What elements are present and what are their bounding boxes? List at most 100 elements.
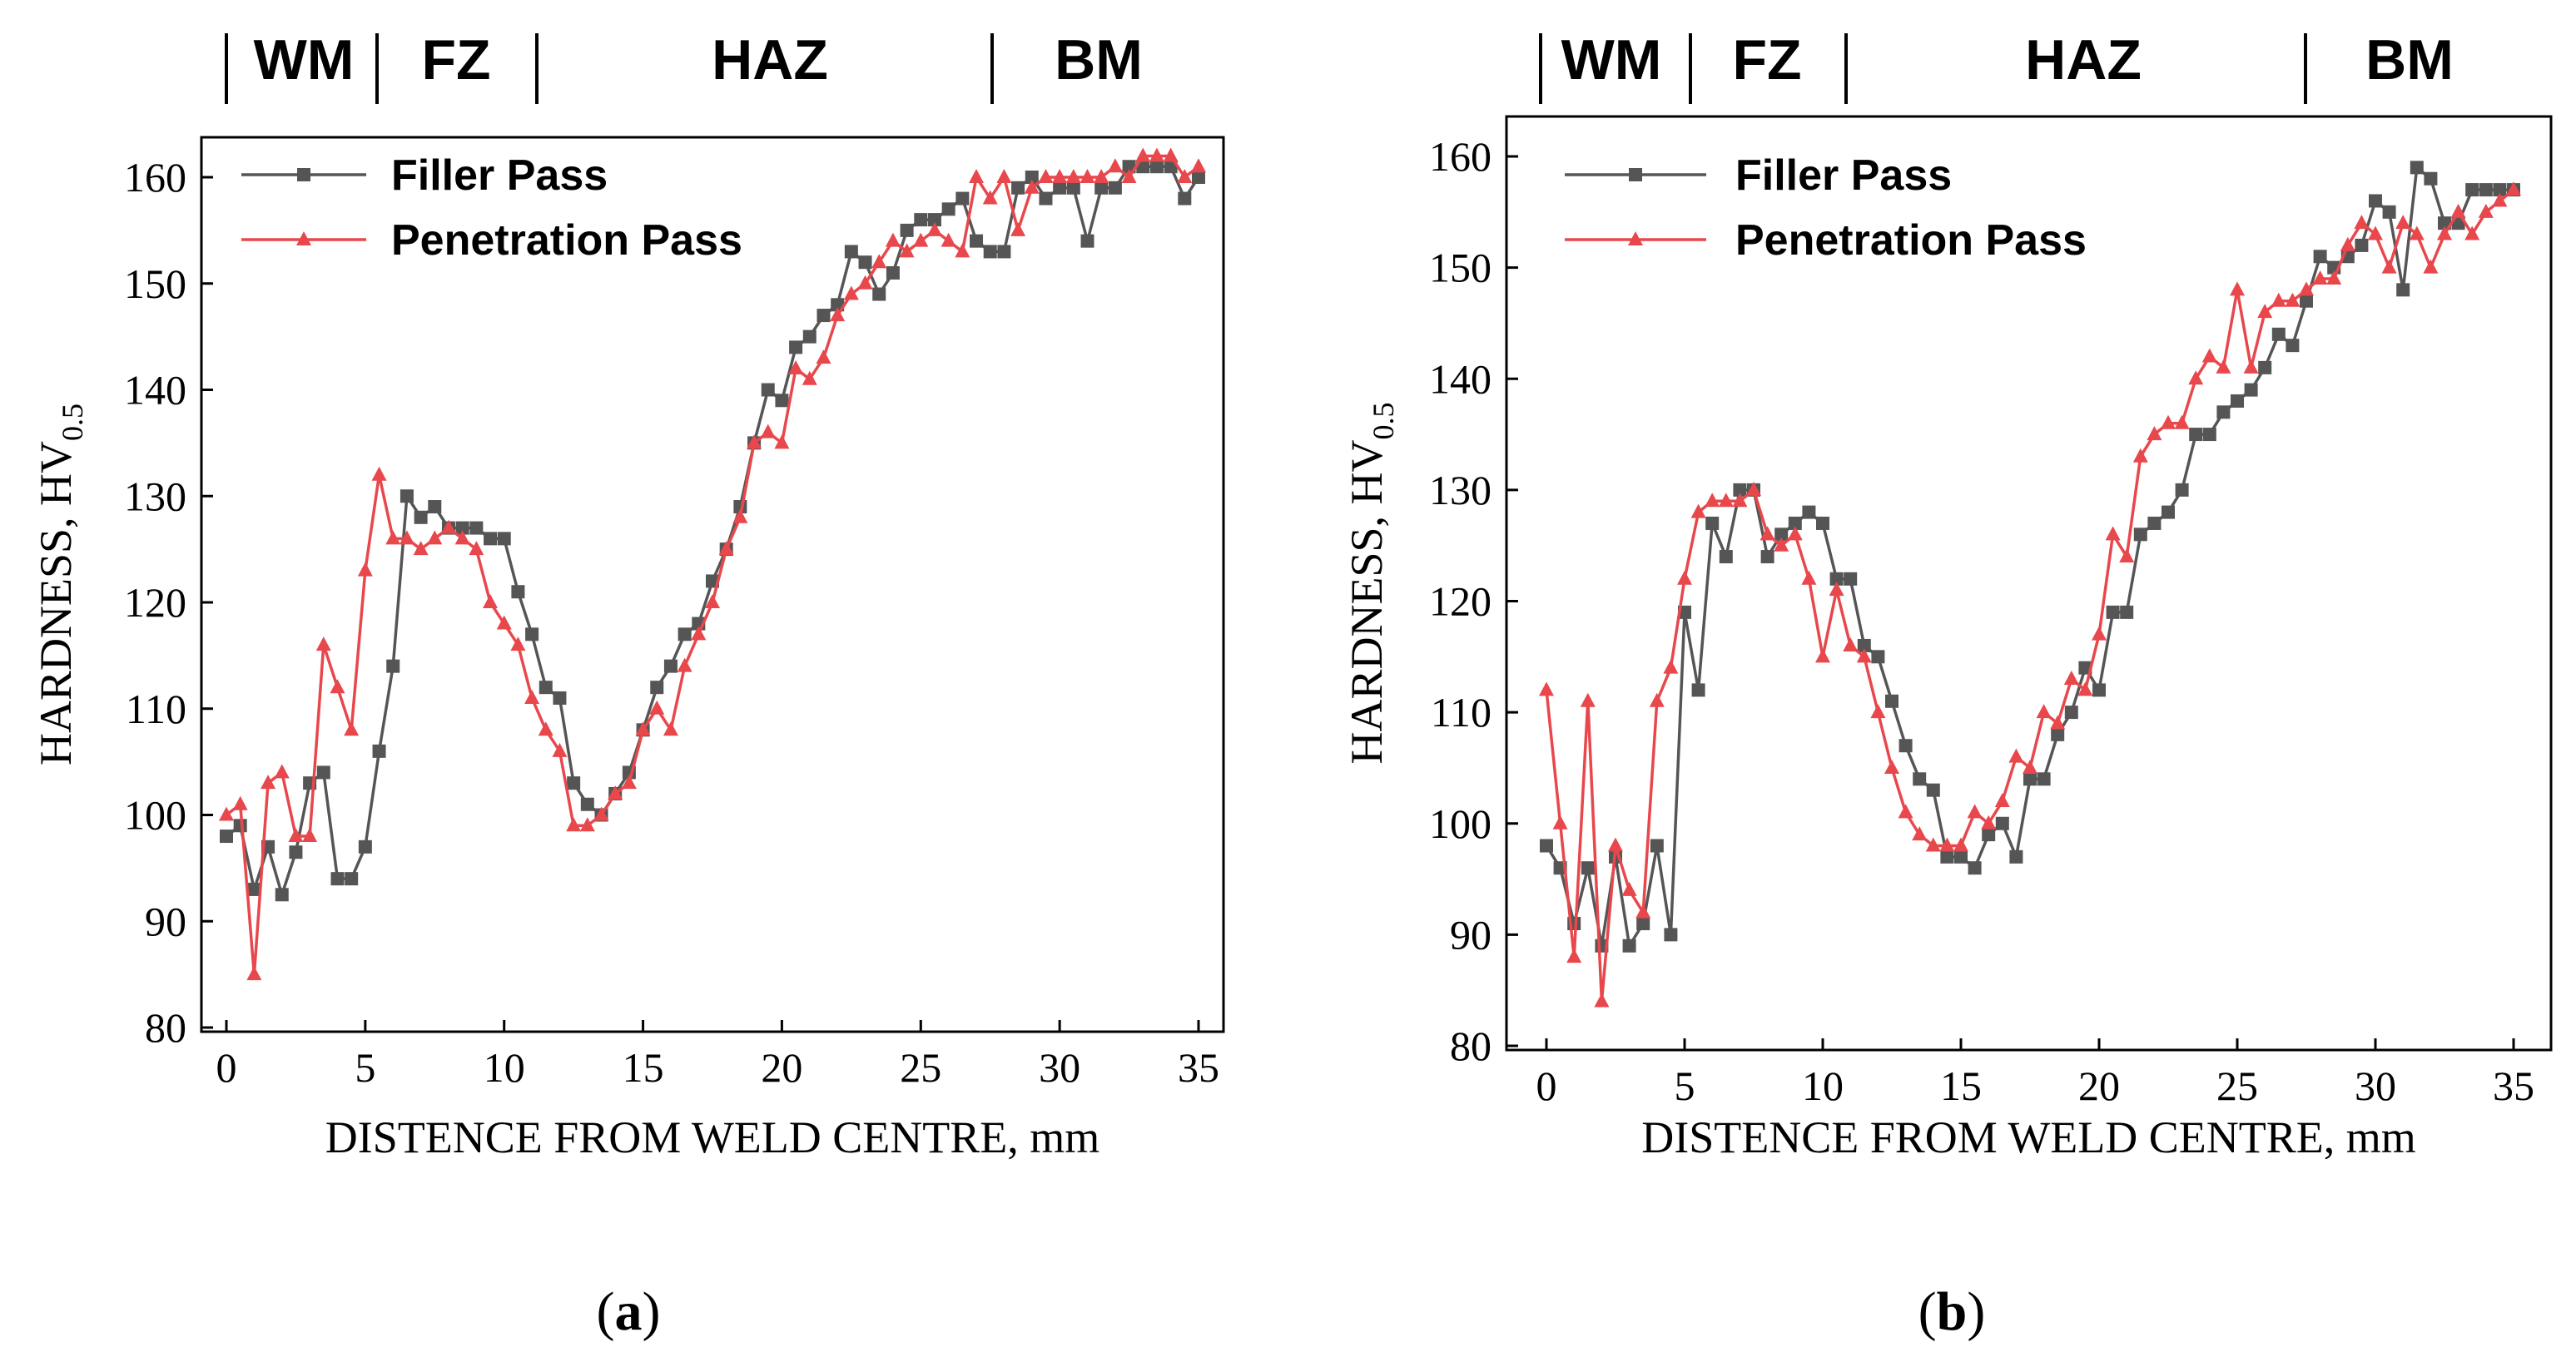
data-point: [247, 882, 261, 896]
y-tick-label: 120: [1429, 578, 1491, 625]
data-point: [2147, 426, 2162, 441]
data-point: [955, 243, 970, 258]
data-point: [579, 817, 595, 832]
data-point: [2258, 360, 2272, 374]
data-point: [2230, 281, 2245, 296]
data-point: [802, 329, 816, 344]
data-point: [732, 508, 748, 523]
data-point: [455, 521, 469, 535]
data-point: [1925, 837, 1941, 852]
data-point: [913, 232, 929, 247]
data-point: [1815, 648, 1830, 663]
data-point: [1719, 550, 1733, 564]
data-point: [2092, 683, 2106, 697]
series-filler-pass: [1540, 161, 2520, 953]
data-point: [927, 213, 941, 227]
data-point: [1135, 147, 1151, 162]
x-tick-label: 10: [484, 1044, 525, 1091]
data-point: [1733, 483, 1747, 497]
data-point: [2354, 215, 2370, 230]
data-point: [1954, 849, 1968, 864]
y-tick-label: 90: [1450, 911, 1491, 958]
data-point: [788, 359, 804, 374]
y-tick-label: 150: [124, 260, 186, 307]
data-point: [2340, 236, 2355, 251]
series-penetration-pass: [1539, 181, 2521, 1008]
data-point: [2464, 225, 2480, 240]
series-line: [1545, 188, 2515, 1003]
data-point: [2286, 339, 2300, 353]
data-point: [1968, 861, 1982, 875]
data-point: [802, 370, 817, 385]
data-point: [288, 828, 304, 843]
data-point: [2423, 259, 2439, 274]
data-point: [1760, 550, 1774, 564]
data-point: [1829, 572, 1844, 586]
data-point: [900, 223, 914, 237]
data-point: [510, 636, 526, 651]
data-point: [1939, 837, 1955, 852]
zone-label-fz: FZ: [421, 28, 490, 92]
data-point: [970, 234, 984, 248]
data-point: [1995, 816, 2009, 830]
data-point: [941, 232, 956, 247]
data-point: [760, 423, 776, 438]
data-point: [1926, 783, 1940, 797]
data-point: [2382, 205, 2396, 219]
data-point: [1038, 169, 1054, 183]
data-point: [2050, 715, 2066, 730]
data-point: [2092, 626, 2107, 641]
data-point: [969, 169, 985, 183]
data-point: [2257, 304, 2273, 319]
data-point: [538, 721, 553, 736]
data-point: [1107, 158, 1123, 173]
data-point: [1094, 181, 1109, 195]
data-point: [691, 626, 707, 641]
y-axis-title: HARDNESS, HV0.5: [1342, 402, 1400, 764]
zone-label-bm: BM: [2365, 28, 2454, 92]
data-point: [400, 489, 414, 503]
data-point: [2036, 704, 2052, 719]
y-tick-label: 130: [1429, 467, 1491, 513]
data-point: [2133, 527, 2147, 542]
data-point: [315, 636, 331, 651]
data-point: [2064, 706, 2078, 720]
data-point: [1581, 861, 1595, 875]
data-point: [1870, 704, 1886, 719]
data-point: [2243, 359, 2259, 374]
data-point: [593, 806, 609, 821]
data-point: [844, 245, 858, 259]
data-point: [2175, 483, 2189, 497]
x-tick-label: 15: [623, 1044, 664, 1091]
data-point: [1691, 683, 1705, 697]
data-point: [677, 657, 692, 672]
data-point: [996, 169, 1012, 183]
data-point: [1774, 537, 1789, 552]
data-point: [2023, 772, 2037, 786]
data-point: [345, 872, 359, 886]
panel-label: (b): [1918, 1281, 1986, 1342]
data-point: [580, 797, 594, 811]
data-point: [330, 679, 345, 694]
data-point: [983, 245, 997, 259]
data-point: [2132, 448, 2148, 463]
data-point: [357, 562, 373, 577]
data-point: [705, 594, 720, 608]
data-point: [914, 213, 928, 227]
data-point: [1080, 234, 1094, 248]
y-tick-label: 110: [126, 686, 186, 732]
data-point: [552, 742, 568, 757]
x-tick-label: 25: [900, 1044, 941, 1091]
data-point: [2244, 383, 2258, 397]
data-point: [427, 530, 443, 545]
data-point: [2437, 225, 2452, 240]
zone-label-fz: FZ: [1732, 28, 1801, 92]
data-point: [1094, 169, 1109, 183]
panel-label: (a): [597, 1281, 661, 1342]
data-point: [2326, 270, 2342, 285]
data-point: [2493, 183, 2507, 197]
data-point: [2506, 181, 2521, 196]
data-point: [1149, 160, 1164, 174]
data-point: [1039, 191, 1053, 206]
